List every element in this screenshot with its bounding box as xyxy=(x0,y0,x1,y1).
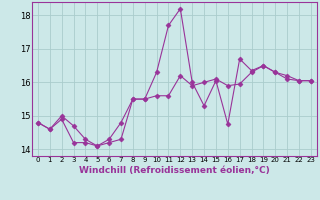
X-axis label: Windchill (Refroidissement éolien,°C): Windchill (Refroidissement éolien,°C) xyxy=(79,166,270,175)
